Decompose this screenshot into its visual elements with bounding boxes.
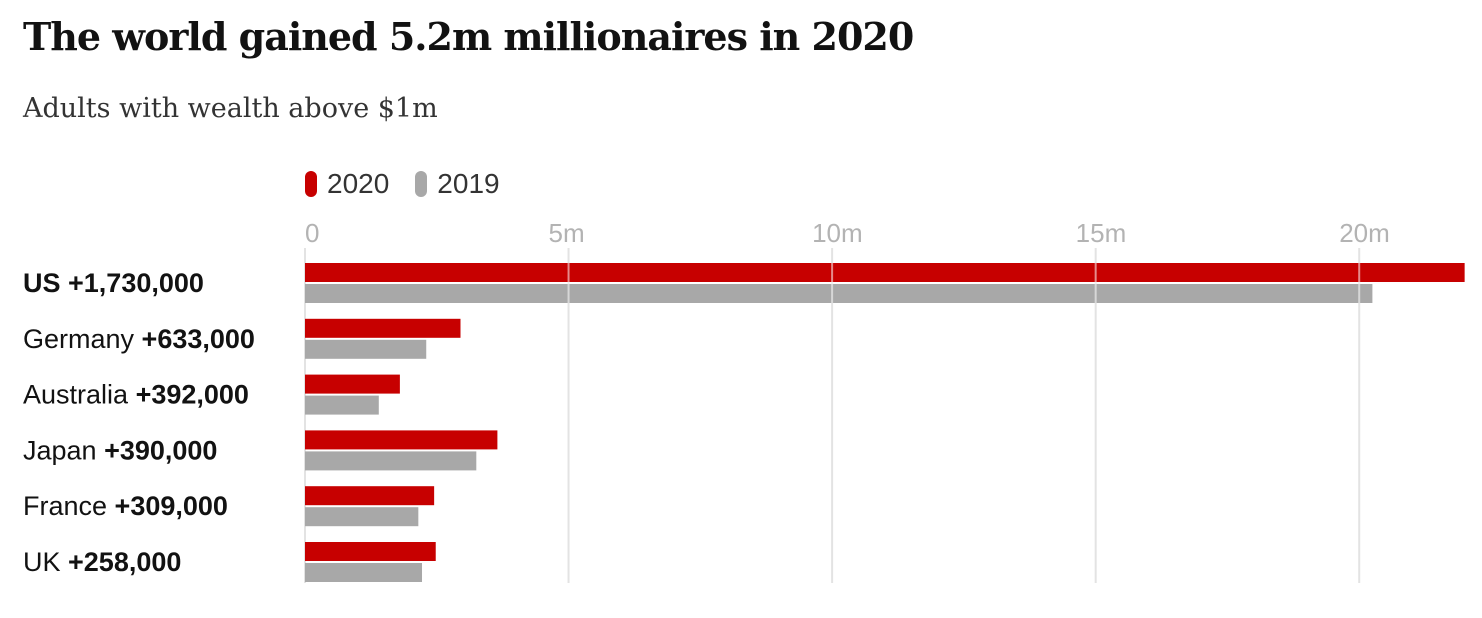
legend-item-2019: 2019 [415,168,500,200]
country-name-australia: Australia [23,380,136,410]
x-tick-label-4: 20m [1339,218,1390,248]
country-name-us: US [23,268,68,298]
category-label-us: US +1,730,000 [23,268,204,298]
chart-title: The world gained 5.2m millionaires in 20… [23,14,914,59]
bar-us-2020 [305,263,1465,282]
country-name-france: France [23,491,115,521]
legend-swatch-2020 [305,171,317,197]
country-name-germany: Germany [23,324,142,354]
legend-label-2019: 2019 [437,168,500,199]
legend-swatch-2019 [415,171,428,197]
legend: 2020 2019 [305,168,526,200]
legend-label-2020: 2020 [327,168,390,199]
country-name-japan: Japan [23,435,104,465]
country-delta-germany: +633,000 [142,324,255,354]
bar-germany-2019 [305,339,427,359]
bar-japan-2020 [305,430,498,450]
bar-australia-2019 [305,395,379,415]
category-label-uk: UK +258,000 [23,547,181,577]
x-tick-label-1: 5m [549,218,585,248]
category-label-france: France +309,000 [23,491,228,521]
country-delta-japan: +390,000 [104,435,217,465]
bar-australia-2020 [305,374,400,394]
country-delta-us: +1,730,000 [68,268,204,298]
category-label-japan: Japan +390,000 [23,435,217,465]
country-delta-australia: +392,000 [136,380,249,410]
bar-uk-2019 [305,563,423,582]
country-delta-uk: +258,000 [68,547,181,577]
bar-us-2019 [305,284,1373,303]
x-tick-label-0: 0 [305,218,319,248]
category-label-germany: Germany +633,000 [23,324,255,354]
bar-france-2020 [305,486,435,506]
country-delta-france: +309,000 [115,491,228,521]
bar-germany-2020 [305,318,461,338]
x-tick-label-3: 15m [1076,218,1127,248]
bar-uk-2020 [305,542,436,561]
bar-japan-2019 [305,451,477,471]
legend-item-2020: 2020 [305,168,389,200]
category-label-australia: Australia +392,000 [23,380,249,410]
chart-subtitle: Adults with wealth above $1m [23,93,438,124]
country-name-uk: UK [23,547,68,577]
x-tick-label-2: 10m [812,218,863,248]
bar-france-2019 [305,507,419,527]
